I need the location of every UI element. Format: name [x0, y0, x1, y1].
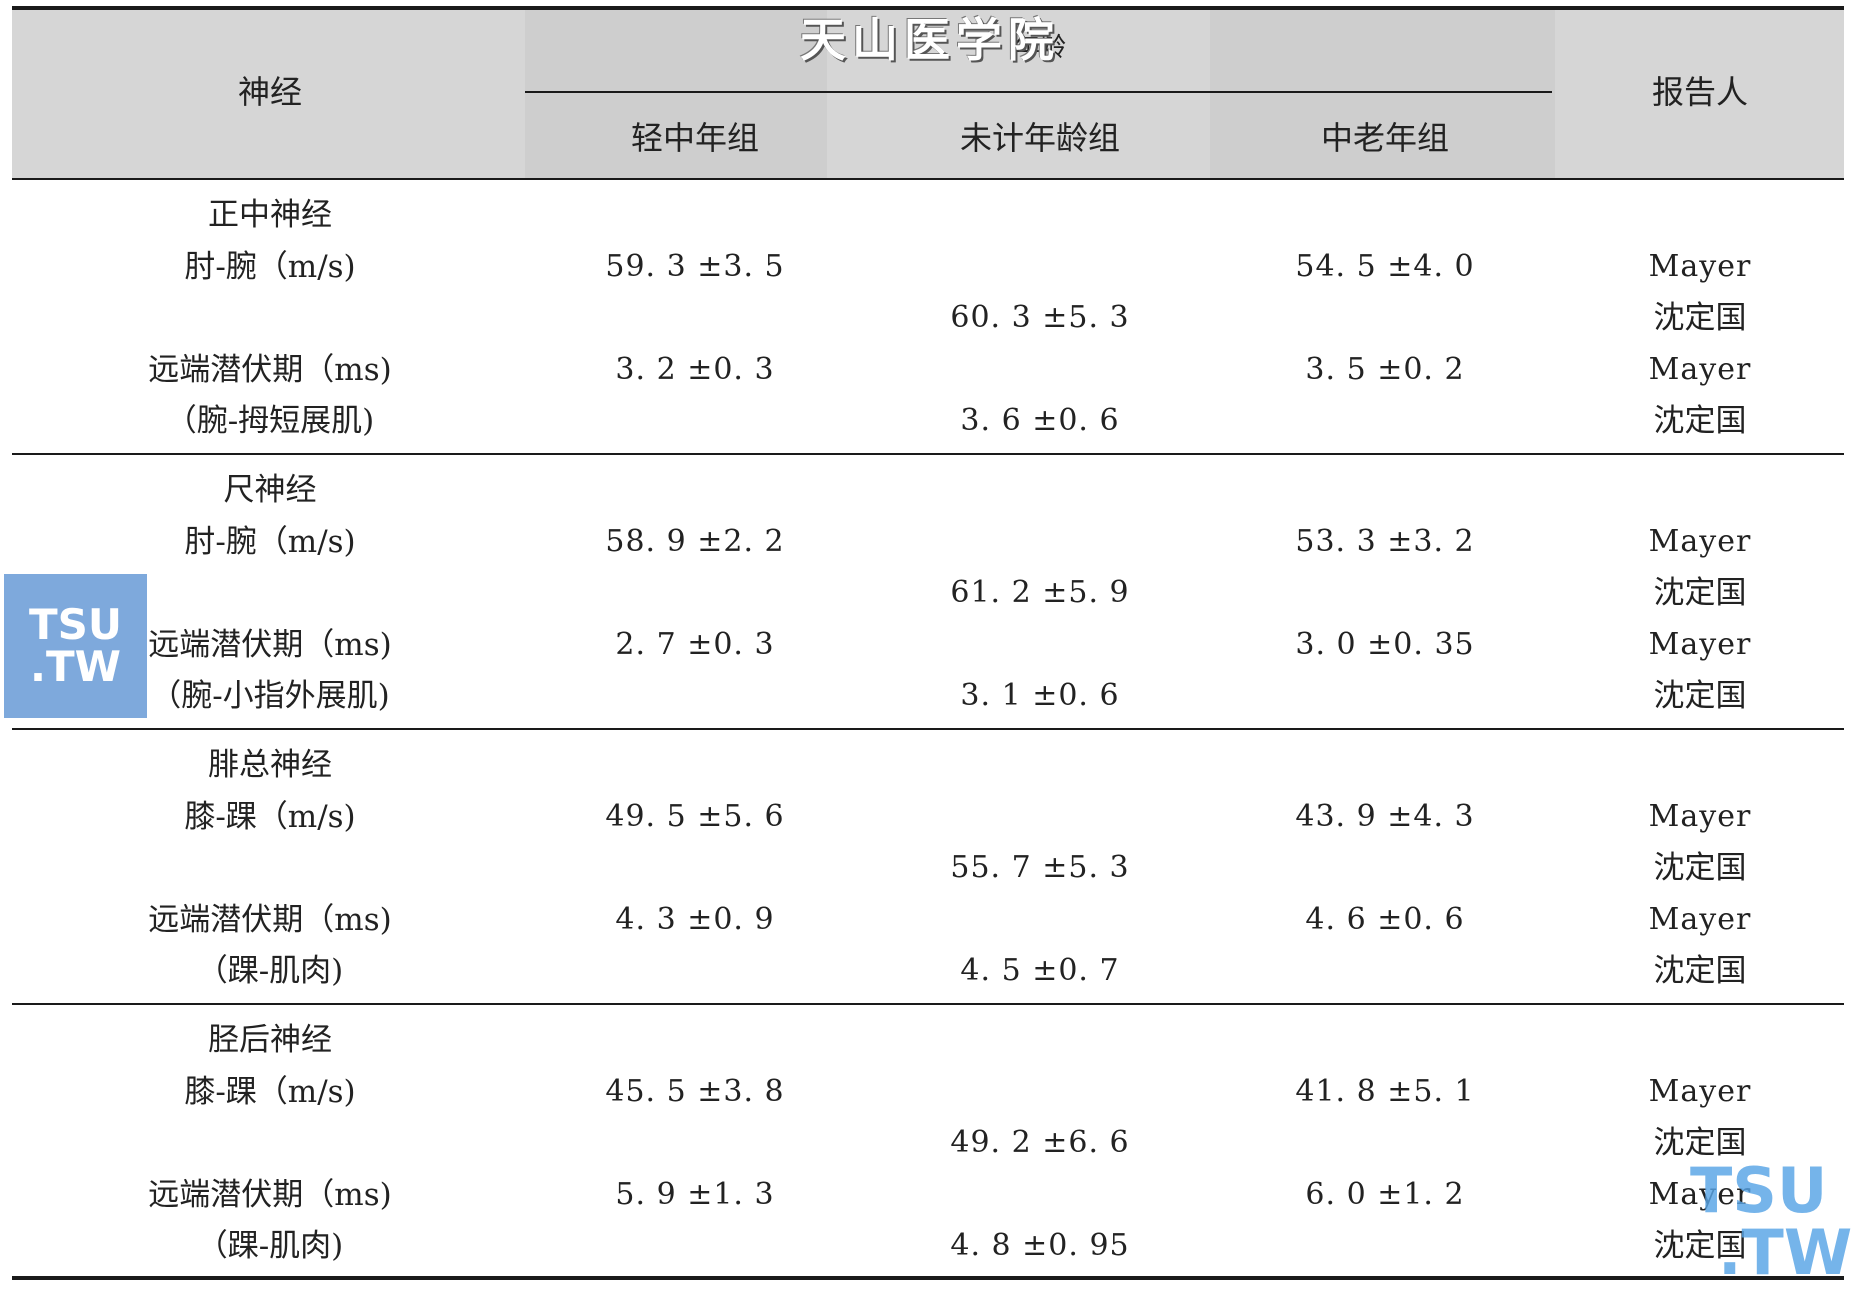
cv-young-value: 59. 3 ±3. 5: [605, 249, 785, 284]
nerve-name: 尺神经: [223, 472, 317, 508]
dl-young-value: 4. 3 ±0. 9: [615, 902, 775, 937]
table-header-background: [12, 8, 1844, 178]
dl-young-value: 3. 2 ±0. 3: [615, 352, 775, 387]
tsu-watermark-line2: .TW: [30, 642, 121, 691]
cv-unknown-reporter: 沈定国: [1653, 850, 1747, 886]
cv-old-value: 53. 3 ±3. 2: [1295, 524, 1475, 559]
dl-old-value: 4. 6 ±0. 6: [1305, 902, 1465, 937]
dl-old-value: 3. 0 ±0. 35: [1295, 627, 1475, 662]
dl-label: 远端潜伏期（ms): [148, 1177, 392, 1213]
cv-unknown-value: 61. 2 ±5. 9: [950, 575, 1130, 610]
tsu-watermark-badge: TSU .TW: [4, 574, 147, 718]
cv-young-value: 58. 9 ±2. 2: [605, 524, 785, 559]
dl-muscle-label: （腕-小指外展肌): [150, 678, 390, 714]
cv-old-value: 43. 9 ±4. 3: [1295, 799, 1475, 834]
dl-muscle-label: （踝-肌肉): [196, 1228, 344, 1264]
cv-young-value: 49. 5 ±5. 6: [605, 799, 785, 834]
dl-label: 远端潜伏期（ms): [148, 352, 392, 388]
dl-label: 远端潜伏期（ms): [148, 627, 392, 663]
header-column-shade: [1210, 8, 1555, 178]
dl-muscle-label: （踝-肌肉): [196, 953, 344, 989]
header-age-underline: [525, 91, 1552, 93]
cv-label: 肘-腕（m/s): [184, 524, 356, 560]
header-young-group: 轻中年组: [630, 119, 759, 157]
dl-unknown-reporter: 沈定国: [1653, 1228, 1747, 1264]
school-watermark: 天山医学院: [800, 13, 1060, 67]
cv-reporter: Mayer: [1648, 1074, 1752, 1109]
header-column-shade: [525, 8, 827, 178]
dl-unknown-value: 3. 1 ±0. 6: [960, 678, 1120, 713]
dl-unknown-value: 4. 5 ±0. 7: [960, 953, 1120, 988]
header-age: 年龄: [1013, 33, 1066, 63]
nerve-name: 腓总神经: [208, 747, 332, 783]
dl-unknown-value: 3. 6 ±0. 6: [960, 403, 1120, 438]
nerve-name: 正中神经: [208, 197, 332, 233]
dl-reporter: Mayer: [1648, 1177, 1752, 1212]
dl-unknown-value: 4. 8 ±0. 95: [950, 1228, 1130, 1263]
header-bottom-rule: [12, 178, 1844, 180]
cv-label: 膝-踝（m/s): [184, 1074, 356, 1110]
dl-unknown-reporter: 沈定国: [1653, 953, 1747, 989]
dl-old-value: 6. 0 ±1. 2: [1305, 1177, 1465, 1212]
cv-label: 肘-腕（m/s): [184, 249, 356, 285]
header-reporter: 报告人: [1651, 73, 1748, 111]
dl-young-value: 2. 7 ±0. 3: [615, 627, 775, 662]
cv-old-value: 41. 8 ±5. 1: [1295, 1074, 1475, 1109]
dl-label: 远端潜伏期（ms): [148, 902, 392, 938]
cv-unknown-value: 49. 2 ±6. 6: [950, 1125, 1130, 1160]
dl-muscle-label: （腕-拇短展肌): [165, 403, 375, 439]
table-top-rule: [12, 6, 1844, 10]
cv-unknown-reporter: 沈定国: [1653, 1125, 1747, 1161]
tsu-watermark-line1: TSU: [28, 600, 122, 649]
dl-reporter: Mayer: [1648, 902, 1752, 937]
dl-reporter: Mayer: [1648, 352, 1752, 387]
cv-label: 膝-踝（m/s): [184, 799, 356, 835]
section-divider: [12, 1003, 1844, 1005]
nerve-name: 胫后神经: [208, 1022, 332, 1058]
dl-old-value: 3. 5 ±0. 2: [1305, 352, 1465, 387]
dl-unknown-reporter: 沈定国: [1653, 403, 1747, 439]
dl-unknown-reporter: 沈定国: [1653, 678, 1747, 714]
header-old-group: 中老年组: [1320, 119, 1449, 157]
tsu-watermark-corner-line2: .TW: [1718, 1216, 1852, 1289]
dl-reporter: Mayer: [1648, 627, 1752, 662]
section-divider: [12, 453, 1844, 455]
cv-old-value: 54. 5 ±4. 0: [1295, 249, 1475, 284]
table-bottom-rule: [12, 1276, 1844, 1280]
cv-reporter: Mayer: [1648, 249, 1752, 284]
cv-reporter: Mayer: [1648, 799, 1752, 834]
cv-reporter: Mayer: [1648, 524, 1752, 559]
header-unknown-age-group: 未计年龄组: [959, 119, 1120, 157]
cv-unknown-value: 60. 3 ±5. 3: [950, 300, 1130, 335]
header-nerve: 神经: [237, 73, 302, 111]
tsu-watermark-corner-line1: TSU: [1690, 1154, 1828, 1227]
cv-young-value: 45. 5 ±3. 8: [605, 1074, 785, 1109]
cv-unknown-value: 55. 7 ±5. 3: [950, 850, 1130, 885]
dl-young-value: 5. 9 ±1. 3: [615, 1177, 775, 1212]
section-divider: [12, 728, 1844, 730]
cv-unknown-reporter: 沈定国: [1653, 300, 1747, 336]
cv-unknown-reporter: 沈定国: [1653, 575, 1747, 611]
